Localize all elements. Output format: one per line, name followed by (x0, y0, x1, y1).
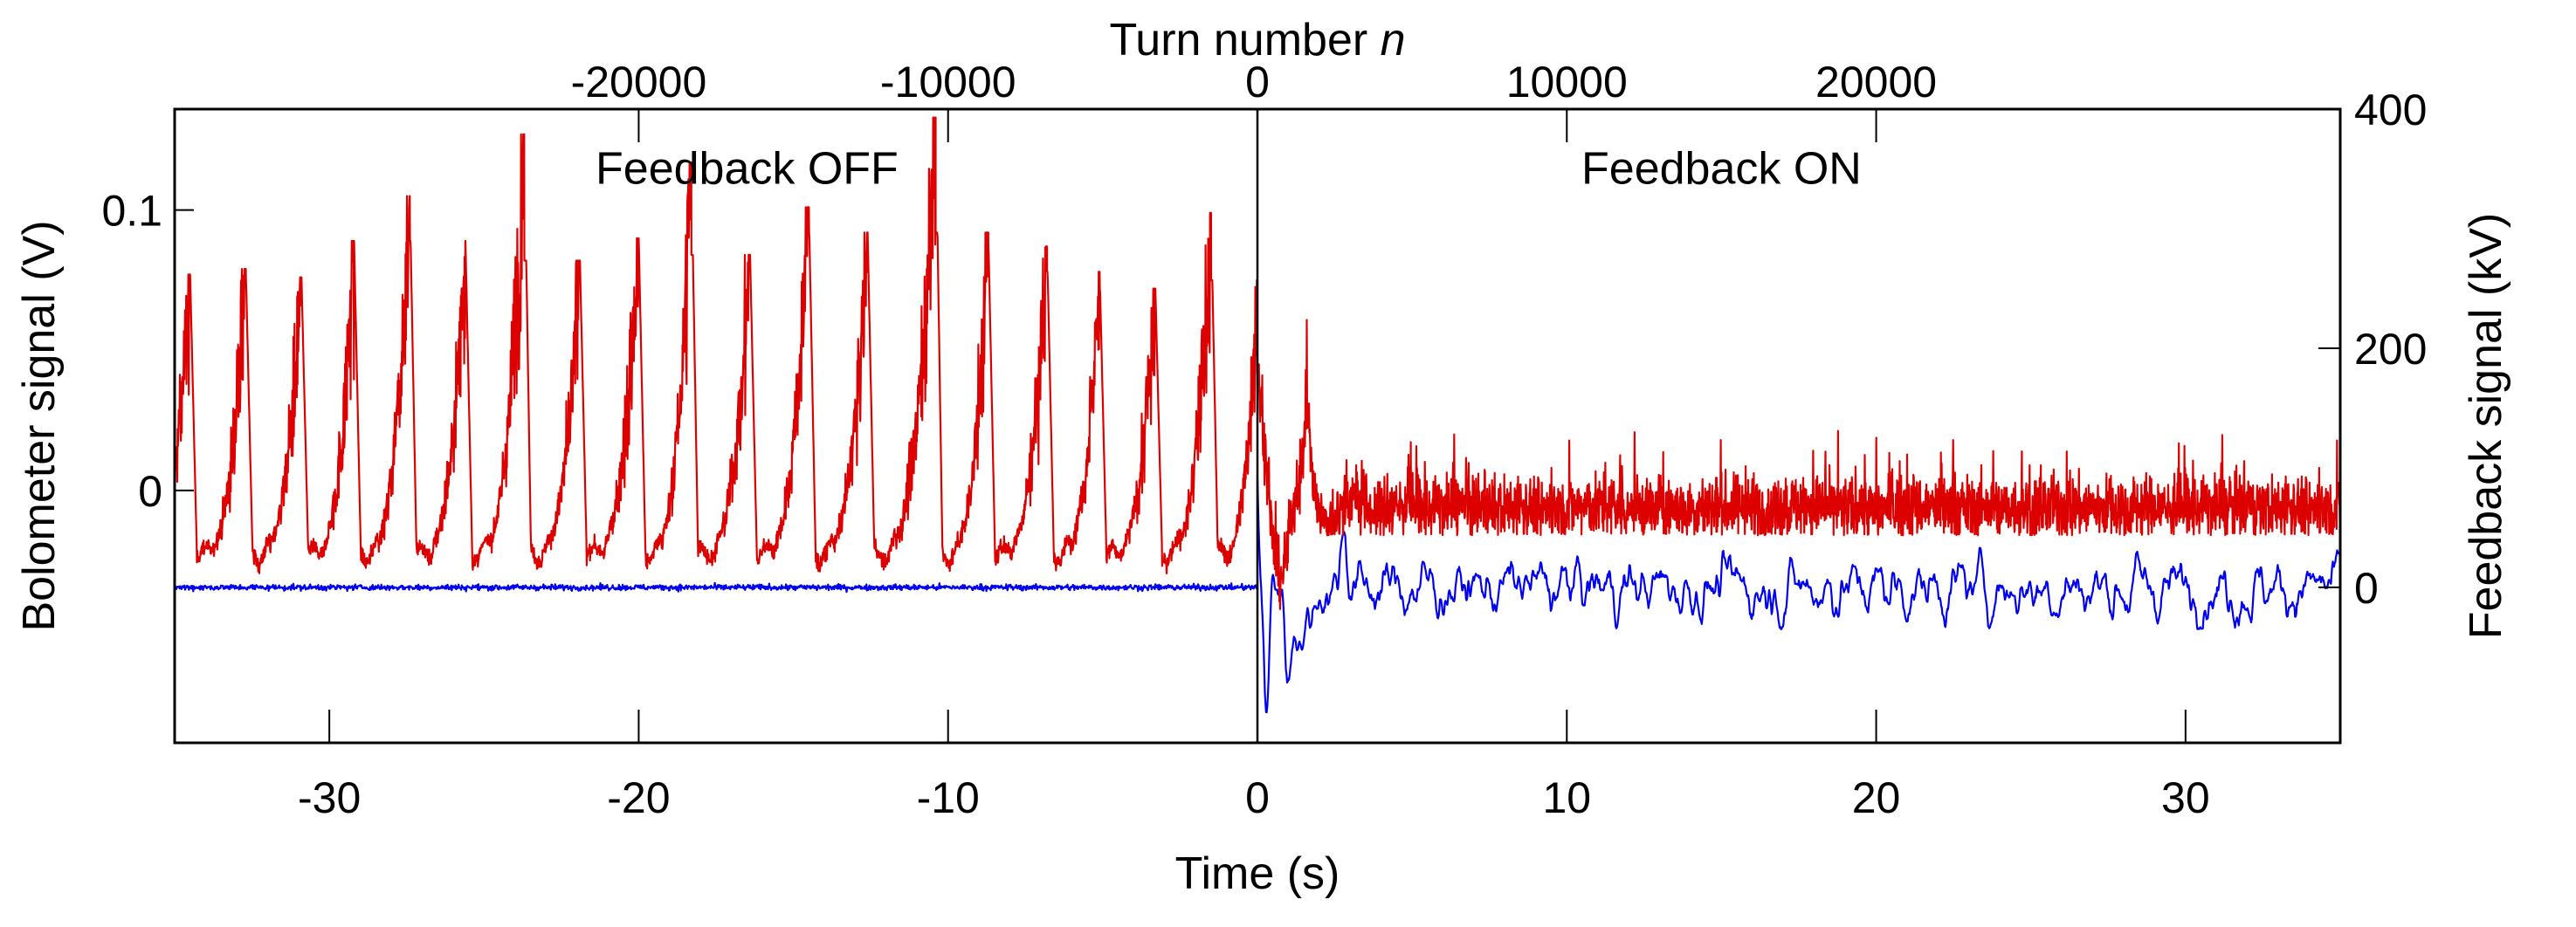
annotation-feedback-on: Feedback ON (1581, 143, 1862, 194)
x2-axis-title-main: Turn number (1109, 15, 1380, 65)
x-tick-label: 30 (2161, 773, 2210, 822)
x-tick-label: -20 (607, 773, 670, 822)
x-tick-label: 0 (1245, 773, 1270, 822)
y2-tick-label: 400 (2354, 86, 2427, 134)
x2-tick-label: -20000 (571, 58, 707, 106)
x-tick-label: -10 (917, 773, 980, 822)
x2-axis-ticks: -20000 -10000 0 10000 20000 (571, 58, 1937, 142)
x2-tick-label: 0 (1245, 58, 1270, 106)
series-bolometer-signal (175, 116, 2340, 610)
x-tick-label: 10 (1542, 773, 1591, 822)
x-tick-label: 20 (1852, 773, 1901, 822)
y-axis-ticks: 00.1 (101, 187, 194, 516)
x2-tick-label: -10000 (880, 58, 1016, 106)
y-tick-label: 0 (138, 467, 162, 516)
x2-tick-label: 20000 (1815, 58, 1937, 106)
y-axis-title: Bolometer signal (V) (14, 220, 65, 631)
y2-tick-label: 200 (2354, 325, 2427, 374)
x2-axis-title-italic: n (1381, 15, 1406, 65)
x2-axis-title: Turn number n (1109, 15, 1405, 65)
x-tick-label: -30 (298, 773, 361, 822)
y2-tick-label: 0 (2354, 564, 2379, 613)
y-tick-label: 0.1 (101, 187, 162, 236)
x-axis-ticks: -30 -20 -10 0 10 20 30 (298, 710, 2210, 822)
y2-axis-ticks: 0 200 400 (2318, 86, 2427, 613)
annotation-feedback-off: Feedback OFF (596, 143, 899, 194)
x2-tick-label: 10000 (1506, 58, 1628, 106)
x-axis-title: Time (s) (1175, 848, 1340, 899)
y2-axis-title: Feedback signal (kV) (2461, 213, 2511, 639)
